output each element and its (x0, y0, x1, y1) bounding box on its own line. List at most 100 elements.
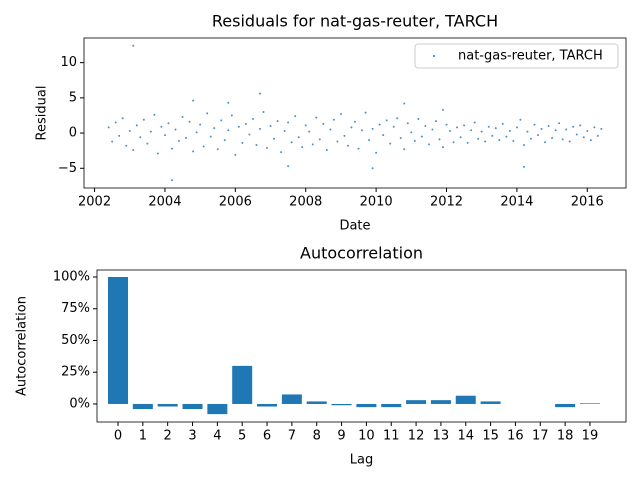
point (188, 120, 191, 123)
point (325, 148, 328, 151)
bar (579, 403, 600, 404)
point (579, 124, 582, 127)
point (498, 139, 501, 142)
bar (480, 401, 501, 404)
point (371, 127, 374, 130)
y-axis-label: Autocorrelation (15, 296, 30, 396)
point (600, 127, 603, 130)
point (248, 133, 251, 136)
point (568, 140, 571, 143)
point (132, 44, 135, 47)
point (125, 144, 128, 147)
point (484, 140, 487, 143)
x-tick-label: 1 (139, 429, 147, 444)
point (361, 129, 364, 132)
y-tick-label: 50% (61, 333, 90, 348)
y-tick-label: 0 (69, 126, 77, 141)
x-tick-label: 18 (557, 429, 574, 444)
point (540, 127, 543, 130)
axes-frame (96, 269, 627, 423)
point (135, 124, 138, 127)
bar (555, 403, 576, 408)
point (385, 119, 388, 122)
point (494, 127, 497, 130)
bar (430, 400, 451, 404)
x-tick-label: 2010 (360, 195, 393, 210)
point (266, 146, 269, 149)
point (209, 135, 212, 138)
point (290, 141, 293, 144)
point (449, 129, 452, 132)
legend-label: nat-gas-reuter, TARCH (458, 49, 603, 64)
point (336, 140, 339, 143)
point (368, 139, 371, 142)
point (537, 134, 540, 137)
point (470, 129, 473, 132)
point (364, 111, 367, 114)
point (547, 125, 550, 128)
x-tick-label: 2016 (571, 195, 604, 210)
bar (257, 403, 278, 407)
x-tick-label: 12 (408, 429, 425, 444)
point (346, 144, 349, 147)
point (181, 115, 184, 118)
legend-box (414, 43, 619, 69)
point (508, 129, 511, 132)
point (473, 121, 476, 124)
x-tick-label: 7 (288, 429, 296, 444)
point (283, 129, 286, 132)
point (403, 148, 406, 151)
point (230, 114, 233, 117)
point (216, 148, 219, 151)
point (121, 117, 124, 120)
point (463, 124, 466, 127)
point (533, 123, 536, 126)
point (234, 153, 237, 156)
point (280, 151, 283, 154)
x-tick-label: 2014 (500, 195, 533, 210)
point (554, 129, 557, 132)
x-tick-label: 2008 (289, 195, 322, 210)
point (406, 122, 409, 125)
point (480, 130, 483, 133)
point (241, 141, 244, 144)
point (160, 125, 163, 128)
point (438, 138, 441, 141)
bar (281, 394, 302, 404)
point (287, 165, 290, 168)
point (512, 139, 515, 142)
point (174, 128, 177, 131)
x-tick-label: 13 (433, 429, 450, 444)
point (304, 124, 307, 127)
x-tick-label: 2 (164, 429, 172, 444)
point (434, 120, 437, 123)
point (111, 140, 114, 143)
point (244, 122, 247, 125)
bar (207, 403, 228, 415)
point (269, 125, 272, 128)
point (163, 134, 166, 137)
x-tick-label: 3 (188, 429, 196, 444)
bar (306, 401, 327, 404)
point (572, 125, 575, 128)
point (558, 122, 561, 125)
point (294, 115, 297, 118)
point (167, 122, 170, 125)
point (332, 118, 335, 121)
x-tick-label: 2006 (219, 195, 252, 210)
bar (455, 395, 476, 404)
point (118, 134, 121, 137)
x-tick-label: 14 (457, 429, 474, 444)
x-tick-label: 0 (114, 429, 122, 444)
point (452, 141, 455, 144)
x-tick-label: 2004 (148, 195, 181, 210)
point (276, 120, 279, 123)
x-tick-label: 2002 (78, 195, 111, 210)
point (297, 136, 300, 139)
x-axis-label: Lag (350, 453, 373, 468)
point (318, 138, 321, 141)
y-tick-label: 25% (61, 365, 90, 380)
point (378, 123, 381, 126)
chart-title: Autocorrelation (300, 244, 423, 263)
